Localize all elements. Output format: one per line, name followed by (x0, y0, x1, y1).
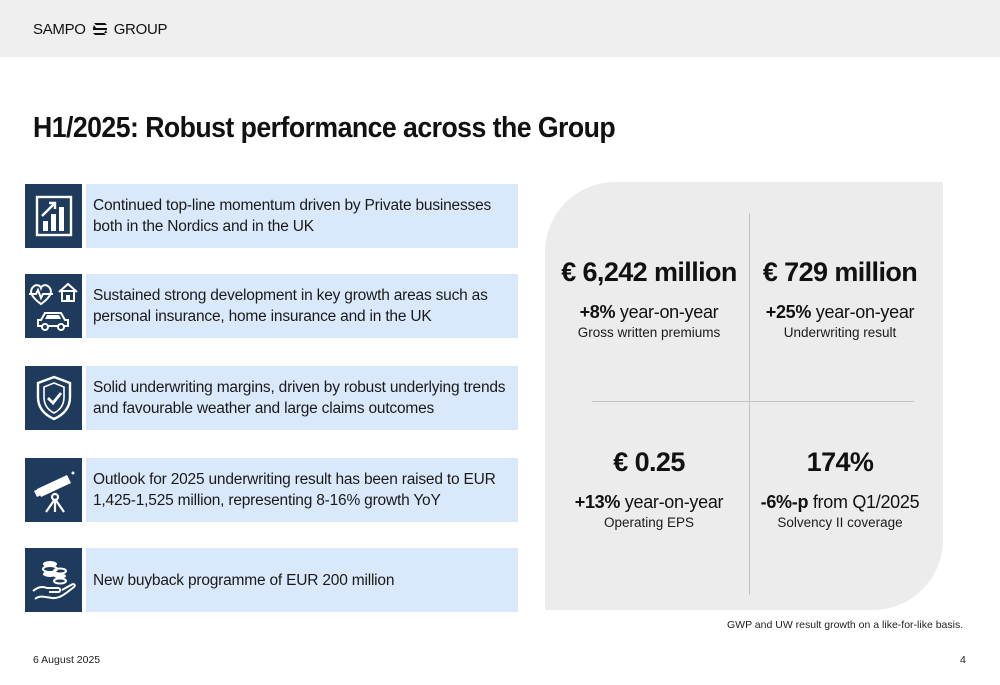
highlight-text-box-2: Sustained strong development in key grow… (86, 274, 518, 338)
sampo-s-mark-icon (92, 23, 107, 35)
coins-hand-icon (25, 548, 82, 612)
kpi-solvency-coverage: 174% -6%-p from Q1/2025 Solvency II cove… (745, 447, 935, 530)
logo-text-left: SAMPO (33, 20, 86, 38)
highlight-text-box-3: Solid underwriting margins, driven by ro… (86, 366, 518, 430)
kpi-change-suffix: year-on-year (615, 302, 719, 322)
kpi-value: 174% (806, 447, 874, 477)
highlight-text-4: Outlook for 2025 underwriting result has… (93, 471, 496, 509)
kpi-growth: -6%-p from Q1/2025 (745, 492, 935, 513)
highlight-row-5: New buyback programme of EUR 200 million (25, 548, 518, 612)
kpi-value: € 6,242 million (561, 257, 737, 287)
sampo-group-logo: SAMPO GROUP (33, 19, 168, 39)
logo-text-right: GROUP (113, 20, 168, 38)
kpi-horizontal-divider (592, 401, 914, 402)
kpi-vertical-divider (749, 213, 750, 595)
telescope-icon (25, 458, 82, 522)
footer-date: 6 August 2025 (33, 654, 101, 666)
highlight-row-1: Continued top-line momentum driven by Pr… (25, 184, 518, 248)
kpi-change: +13% (574, 492, 621, 512)
kpi-value: € 729 million (762, 257, 918, 287)
kpi-gross-written-premiums: € 6,242 million +8% year-on-year Gross w… (554, 257, 744, 340)
highlight-text-box-1: Continued top-line momentum driven by Pr… (86, 184, 518, 248)
kpi-growth: +25% year-on-year (745, 302, 935, 323)
shield-check-icon (25, 366, 82, 430)
health-home-car-icon (25, 274, 82, 338)
highlight-row-3: Solid underwriting margins, driven by ro… (25, 366, 518, 430)
kpi-change-suffix: from Q1/2025 (808, 492, 920, 512)
kpi-growth: +13% year-on-year (554, 492, 744, 513)
kpi-change-suffix: year-on-year (620, 492, 724, 512)
page-number: 4 (960, 654, 966, 666)
highlight-text-2: Sustained strong development in key grow… (93, 287, 488, 325)
kpi-operating-eps: € 0.25 +13% year-on-year Operating EPS (554, 447, 744, 530)
kpi-panel (545, 182, 943, 610)
kpi-change-suffix: year-on-year (811, 302, 915, 322)
kpi-value: € 0.25 (613, 447, 685, 477)
highlight-text-box-5: New buyback programme of EUR 200 million (86, 548, 518, 612)
highlight-text-1: Continued top-line momentum driven by Pr… (93, 197, 492, 235)
highlight-row-4: Outlook for 2025 underwriting result has… (25, 458, 518, 522)
kpi-label: Solvency II coverage (777, 515, 903, 530)
kpi-change: -6%-p (760, 492, 809, 512)
kpi-underwriting-result: € 729 million +25% year-on-year Underwri… (745, 257, 935, 340)
highlight-text-3: Solid underwriting margins, driven by ro… (93, 379, 506, 417)
top-header-bar: SAMPO GROUP (0, 0, 1000, 57)
highlight-text-5: New buyback programme of EUR 200 million (93, 571, 395, 589)
growth-chart-icon (25, 184, 82, 248)
slide-title: H1/2025: Robust performance across the G… (33, 112, 616, 144)
highlight-row-2: Sustained strong development in key grow… (25, 274, 518, 338)
kpi-label: Gross written premiums (577, 325, 721, 340)
kpi-growth: +8% year-on-year (554, 302, 744, 323)
footnote: GWP and UW result growth on a like-for-l… (727, 619, 964, 631)
kpi-label: Underwriting result (783, 325, 897, 340)
kpi-change: +8% (579, 302, 616, 322)
kpi-change: +25% (765, 302, 812, 322)
kpi-label: Operating EPS (603, 515, 695, 530)
highlight-text-box-4: Outlook for 2025 underwriting result has… (86, 458, 518, 522)
